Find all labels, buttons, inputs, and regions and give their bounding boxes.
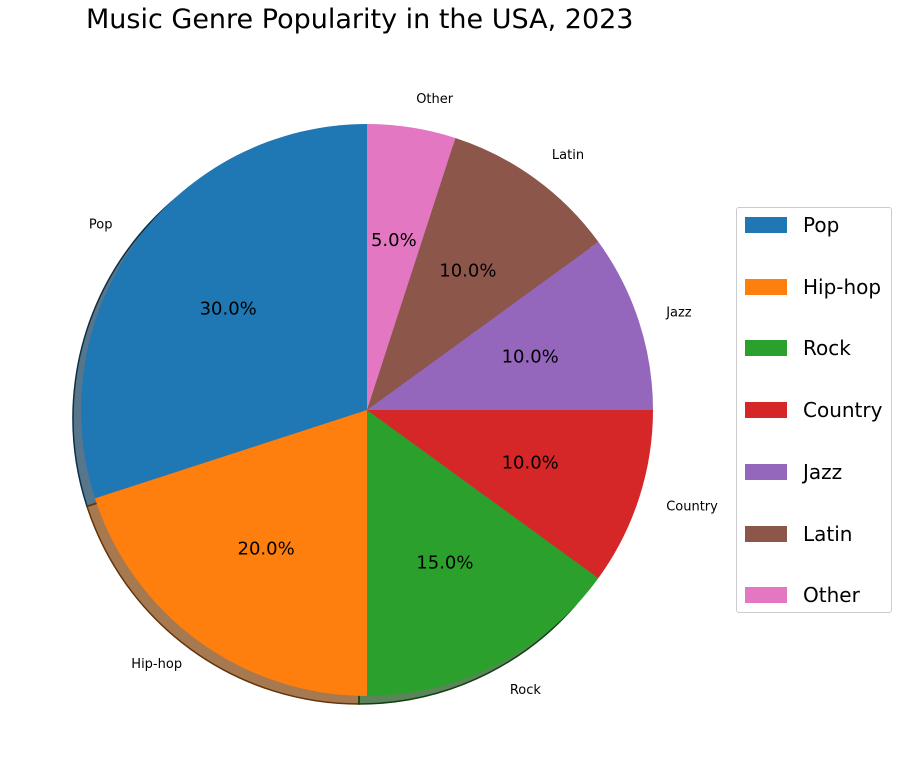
legend-swatch-jazz [745,463,787,480]
legend-item-country: Country [745,398,883,423]
legend-item-latin: Latin [745,521,853,546]
legend-swatch-hip-hop [745,278,787,295]
legend-item-hip-hop: Hip-hop [745,274,882,299]
legend-swatch-other [745,587,787,604]
legend-item-jazz: Jazz [745,459,843,484]
pct-label-other: 5.0% [371,230,417,251]
legend-label-hip-hop: Hip-hop [803,274,882,299]
pie-slice-jazz [367,241,653,410]
chart-title: Music Genre Popularity in the USA, 2023 [86,4,634,35]
category-label-rock: Rock [510,683,542,698]
pie-slices [81,124,653,697]
pct-label-country: 10.0% [502,453,559,474]
pct-label-rock: 15.0% [416,552,473,573]
pie-slice-rock [367,410,599,697]
legend-item-rock: Rock [745,336,851,361]
pct-label-hip-hop: 20.0% [238,538,295,559]
pct-label-jazz: 10.0% [502,346,559,367]
category-label-country: Country [666,500,718,515]
category-label-jazz: Jazz [665,305,692,320]
legend-label-latin: Latin [803,521,853,546]
pct-label-pop: 30.0% [200,299,257,320]
legend-label-pop: Pop [803,213,840,237]
legend-item-other: Other [745,583,860,608]
legend-swatch-pop [745,217,787,233]
category-label-other: Other [416,92,454,107]
chart-legend: Pop Hip-hop Rock Country Jazz Latin Other [736,207,892,613]
pie-slice-hip-hop [95,410,367,696]
legend-item-pop: Pop [745,213,840,237]
pie-slice-other [367,124,456,410]
category-label-pop: Pop [89,218,113,233]
pct-label-latin: 10.0% [439,261,496,282]
legend-swatch-rock [745,340,787,357]
pie-labels: 30.0% Pop 20.0% Hip-hop 15.0% Rock 10.0% Countr… [89,92,718,698]
legend-label-other: Other [803,583,860,608]
pie-slice-country [367,410,653,579]
legend-swatch-latin [745,525,787,542]
pie-slice-pop [81,124,368,499]
category-label-latin: Latin [552,148,584,163]
legend-label-jazz: Jazz [803,459,843,484]
pie-slice-latin [367,138,599,410]
category-label-hip-hop: Hip-hop [131,657,182,672]
legend-label-country: Country [803,398,883,423]
legend-label-rock: Rock [803,336,851,361]
legend-swatch-country [745,402,787,419]
